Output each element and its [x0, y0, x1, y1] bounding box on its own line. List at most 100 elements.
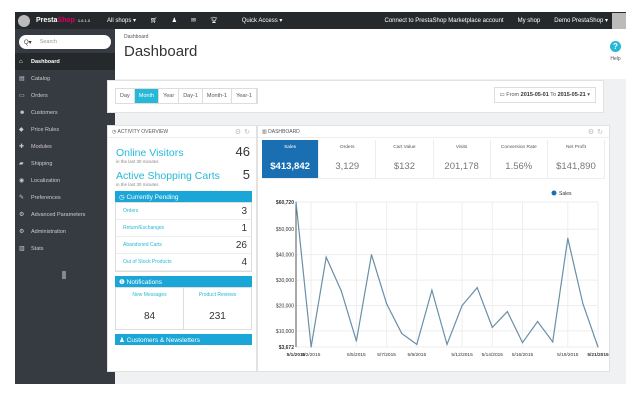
kpi-net-profit[interactable]: Net Profit $141,890 [548, 140, 606, 178]
search-icon[interactable]: Q▾ [24, 39, 32, 46]
trophy-icon[interactable]: 🏆︎ [210, 18, 218, 24]
legend-marker [551, 190, 557, 196]
notifications: New Messages 84 Product Reviews 231 [115, 287, 252, 330]
y-tick-label: $40,000 [276, 253, 294, 259]
cart-icon[interactable]: 🛒︎ [150, 18, 158, 24]
label: Orders [123, 208, 139, 214]
pending-row[interactable]: Abandoned Carts 26 [116, 237, 251, 254]
sidebar-item-customers[interactable]: ☻ Customers [15, 104, 115, 121]
globe-icon: ◉ [19, 178, 25, 184]
period-year-1[interactable]: Year-1 [232, 89, 258, 103]
kpi-value: 201,178 [444, 161, 479, 172]
x-tick-label: 5/5/2015 [347, 352, 366, 358]
sidebar-item-shipping[interactable]: ▰ Shipping [15, 155, 115, 172]
sidebar-item-catalog[interactable]: ▤ Catalog [15, 70, 115, 87]
pending-header: ◷ Currently Pending [115, 191, 252, 202]
from-date: 2015-05-01 [520, 92, 549, 98]
data-point [310, 346, 312, 348]
sidebar-item-advanced-parameters[interactable]: ⚙ Advanced Parameters [15, 206, 115, 223]
users-icon: ☻ [19, 109, 26, 116]
dashboard-panel: ▥ DASHBOARD ⚙↻ Sales $413,842 Orders 3,129 Ca… [257, 125, 610, 372]
data-point [506, 310, 508, 313]
period-day-1[interactable]: Day-1 [179, 89, 203, 103]
label: Out of Stock Products [123, 259, 172, 265]
x-tick-label: 5/7/2015 [377, 352, 396, 358]
marketplace-connect-link[interactable]: Connect to PrestaShop Marketplace accoun… [384, 17, 504, 24]
period-buttons: Day Month Year Day-1 Month-1 Year-1 [115, 88, 259, 104]
sidebar-item-administration[interactable]: ⚙ Administration [15, 223, 115, 240]
kpi-orders[interactable]: Orders 3,129 [319, 140, 377, 178]
refresh-icon[interactable]: ↻ [244, 129, 253, 136]
shops-dropdown[interactable]: All shops ▾ [107, 18, 137, 24]
search-placeholder: Search [39, 39, 58, 45]
y-tick-label: $20,000 [276, 303, 294, 309]
search-input[interactable]: Q▾ Search [19, 35, 111, 49]
data-point [370, 254, 373, 256]
sidebar-item-orders[interactable]: ▭ Orders [15, 87, 115, 104]
kpi-visits[interactable]: Visits 201,178 [434, 140, 491, 178]
period-month[interactable]: Month [134, 89, 160, 103]
clock-icon: ◷ [112, 129, 118, 135]
kpi-conversion-rate[interactable]: Conversion Rate 1.56% [491, 140, 548, 178]
new-messages[interactable]: New Messages 84 [116, 288, 184, 329]
data-point [386, 303, 388, 305]
avatar[interactable] [612, 12, 626, 29]
sidebar-item-dashboard[interactable]: ⌂ Dashboard [15, 53, 115, 70]
bar-chart-icon: ▥ [262, 129, 269, 135]
my-shop-link[interactable]: My shop [517, 17, 541, 24]
subtitle: in the last 30 minutes [116, 159, 159, 164]
help-button[interactable]: ? Help [610, 41, 621, 62]
value: 231 [209, 311, 226, 322]
data-point [461, 304, 463, 307]
breadcrumb[interactable]: Dashboard [124, 34, 149, 40]
cog-icon: ⚙ [19, 229, 25, 235]
sidebar-item-localization[interactable]: ◉ Localization [15, 172, 115, 189]
kpi-label: Cart Value [393, 145, 416, 150]
page-title: Dashboard [124, 43, 198, 60]
user-menu[interactable]: Demo PrestaShop ▾ [554, 18, 608, 24]
x-tick-label: 5/21/2015 [587, 352, 609, 358]
active-carts-label[interactable]: Active Shopping Carts [116, 170, 220, 182]
quick-access-dropdown[interactable]: Quick Access ▾ [241, 18, 283, 24]
pending-row[interactable]: Return/Exchanges 1 [116, 220, 251, 237]
kpi-value: $141,890 [556, 161, 596, 172]
logo[interactable]: PrestaShop 1.6.1.0 [15, 14, 107, 27]
data-point [401, 332, 403, 335]
sidebar-item-label: Dashboard [31, 58, 60, 65]
value: 4 [241, 256, 247, 268]
sidebar-item-label: Preferences [31, 194, 61, 201]
envelope-icon[interactable]: ✉ [191, 18, 197, 24]
refresh-icon[interactable]: ↻ [597, 129, 606, 136]
date-range-picker[interactable]: ▭ From 2015-05-01 To 2015-05-21 ▾ [493, 87, 596, 103]
y-tick-label: $10,000 [276, 329, 294, 335]
date-filter-bar: Day Month Year Day-1 Month-1 Year-1 ▭ From 20… [107, 80, 604, 113]
online-visitors-label[interactable]: Online Visitors [116, 147, 184, 159]
sidebar-item-price-rules[interactable]: ◆ Price Rules [15, 121, 115, 138]
sidebar-item-stats[interactable]: ▥ Stats [15, 240, 115, 257]
user-icon[interactable]: ♟ [171, 18, 178, 24]
label: New Messages [132, 292, 167, 298]
kpi-sales[interactable]: Sales $413,842 [262, 140, 320, 178]
product-reviews[interactable]: Product Reviews 231 [184, 288, 251, 329]
sidebar-item-modules[interactable]: ✚ Modules [15, 138, 115, 155]
gear-icon[interactable]: ⚙ [234, 129, 245, 136]
notifications-header: ❶ Notifications [115, 276, 252, 287]
pending-row[interactable]: Out of Stock Products 4 [116, 254, 251, 271]
sidebar-toggle-handle[interactable] [62, 271, 66, 279]
period-day[interactable]: Day [116, 89, 135, 103]
pending-row[interactable]: Orders 3 [116, 203, 251, 220]
data-point [597, 346, 599, 348]
sidebar-item-label: Localization [31, 177, 61, 184]
sidebar-item-preferences[interactable]: ✎ Preferences [15, 189, 115, 206]
truck-icon: ▰ [19, 161, 24, 167]
to-label: To [550, 92, 557, 98]
puzzle-icon: ✚ [19, 144, 25, 150]
period-year[interactable]: Year [159, 89, 180, 103]
data-point [446, 343, 448, 345]
kpi-cart-value[interactable]: Cart Value $132 [376, 140, 434, 178]
gear-icon[interactable]: ⚙ [587, 129, 598, 136]
subtitle: in the last 30 minutes [116, 182, 159, 187]
period-month-1[interactable]: Month-1 [203, 89, 233, 103]
value: 1 [241, 222, 247, 234]
label: Product Reviews [198, 292, 237, 298]
